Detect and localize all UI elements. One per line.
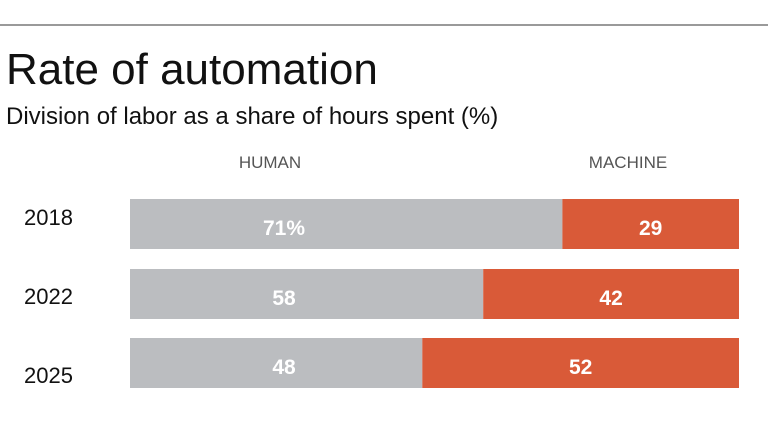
data-label-human: 58 (272, 287, 296, 310)
category-label: 2025 (24, 363, 73, 388)
bar-human (130, 269, 484, 319)
data-label-human: 48 (272, 356, 296, 379)
bar-machine (483, 269, 739, 319)
category-label: 2018 (24, 205, 73, 230)
data-label-machine: 52 (569, 356, 592, 379)
data-label-human: 71% (263, 217, 305, 240)
top-rule (0, 24, 768, 26)
bar-human (130, 199, 563, 249)
bar-machine (422, 338, 739, 388)
bar-human (130, 338, 423, 388)
data-label-machine: 29 (639, 217, 662, 240)
series-header-human: HUMAN (239, 153, 301, 172)
bar-machine (562, 199, 739, 249)
series-header-machine: MACHINE (589, 153, 667, 172)
chart-subtitle: Division of labor as a share of hours sp… (6, 103, 499, 130)
data-label-machine: 42 (599, 287, 622, 310)
category-label: 2022 (24, 284, 73, 309)
chart-title: Rate of automation (6, 45, 378, 94)
